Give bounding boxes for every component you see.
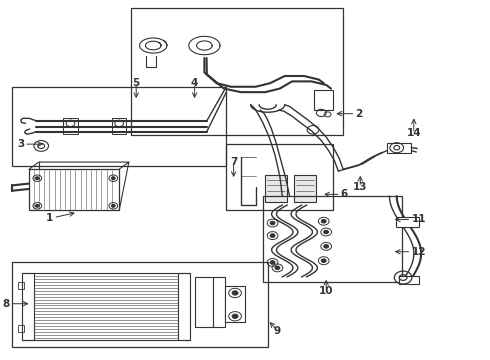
Text: 3: 3 <box>17 139 24 149</box>
Circle shape <box>232 314 238 319</box>
Bar <box>29 169 119 211</box>
Circle shape <box>35 177 39 180</box>
Text: 9: 9 <box>274 325 281 336</box>
Circle shape <box>321 259 326 262</box>
Text: 7: 7 <box>230 157 237 167</box>
Text: 12: 12 <box>412 247 426 257</box>
Bar <box>12 87 226 166</box>
Circle shape <box>324 244 329 248</box>
Circle shape <box>270 261 275 264</box>
Circle shape <box>321 220 326 223</box>
Circle shape <box>232 291 238 295</box>
Bar <box>314 90 334 110</box>
Bar <box>22 273 34 339</box>
Bar <box>396 217 419 226</box>
Bar <box>213 277 225 327</box>
Bar <box>399 276 418 284</box>
Text: 6: 6 <box>341 189 348 199</box>
Circle shape <box>35 204 39 207</box>
Text: 2: 2 <box>355 109 363 119</box>
Bar <box>18 325 24 332</box>
Text: 1: 1 <box>46 213 53 222</box>
Bar <box>112 118 126 134</box>
Text: 14: 14 <box>407 129 421 138</box>
Circle shape <box>270 221 275 225</box>
Bar <box>131 8 343 135</box>
Bar <box>294 175 317 202</box>
Text: 11: 11 <box>412 215 426 224</box>
Text: 4: 4 <box>191 78 198 88</box>
Bar <box>226 144 334 211</box>
Bar <box>195 277 213 327</box>
Circle shape <box>111 204 115 207</box>
Bar <box>12 262 268 347</box>
Bar <box>265 175 287 202</box>
Bar <box>263 196 402 282</box>
Bar <box>225 286 245 321</box>
Bar <box>63 118 78 134</box>
Text: 5: 5 <box>133 78 140 88</box>
Bar <box>387 143 412 153</box>
Circle shape <box>111 177 115 180</box>
Circle shape <box>275 266 280 270</box>
Text: 8: 8 <box>2 299 9 309</box>
Bar <box>18 282 24 289</box>
Text: 13: 13 <box>353 182 368 192</box>
Circle shape <box>270 234 275 237</box>
Text: 10: 10 <box>319 286 333 296</box>
Bar <box>177 273 190 339</box>
Circle shape <box>324 230 329 234</box>
